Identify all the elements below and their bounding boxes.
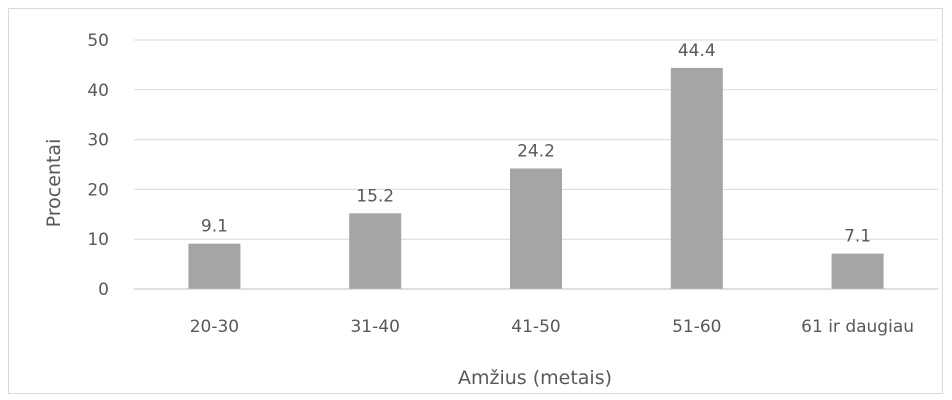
x-tick-label: 61 ir daugiau bbox=[801, 317, 914, 337]
bar bbox=[349, 213, 402, 289]
x-tick-label: 41-50 bbox=[511, 317, 560, 337]
data-label: 44.4 bbox=[678, 41, 716, 61]
bar-chart: 0 10 20 30 40 50 9.1 15.2 24.2 44.4 7.1 20-30 31-4… bbox=[43, 31, 938, 389]
x-tick-label: 51-60 bbox=[672, 317, 721, 337]
y-tick-labels: 0 10 20 30 40 50 bbox=[87, 31, 109, 300]
y-axis-title: Procentai bbox=[43, 139, 65, 228]
x-tick-label: 20-30 bbox=[190, 317, 239, 337]
y-tick-label: 20 bbox=[87, 180, 109, 200]
data-label: 9.1 bbox=[201, 217, 228, 237]
y-tick-label: 30 bbox=[87, 131, 109, 151]
data-label: 7.1 bbox=[844, 227, 871, 247]
bars bbox=[188, 67, 884, 289]
data-label: 15.2 bbox=[356, 186, 394, 206]
chart-frame: 0 10 20 30 40 50 9.1 15.2 24.2 44.4 7.1 20-30 31-4… bbox=[8, 8, 943, 394]
bar bbox=[188, 243, 241, 289]
data-labels: 9.1 15.2 24.2 44.4 7.1 bbox=[201, 41, 871, 247]
bar bbox=[831, 253, 884, 289]
bar bbox=[510, 168, 562, 289]
x-axis-title: Amžius (metais) bbox=[458, 367, 612, 389]
x-tick-labels: 20-30 31-40 41-50 51-60 61 ir daugiau bbox=[190, 317, 914, 337]
y-tick-label: 50 bbox=[87, 31, 109, 51]
bar bbox=[670, 67, 723, 289]
y-tick-label: 40 bbox=[87, 81, 109, 101]
y-tick-label: 0 bbox=[98, 280, 109, 300]
x-tick-label: 31-40 bbox=[350, 317, 399, 337]
y-tick-label: 10 bbox=[87, 230, 109, 250]
data-label: 24.2 bbox=[517, 141, 555, 161]
gridlines bbox=[134, 39, 938, 240]
